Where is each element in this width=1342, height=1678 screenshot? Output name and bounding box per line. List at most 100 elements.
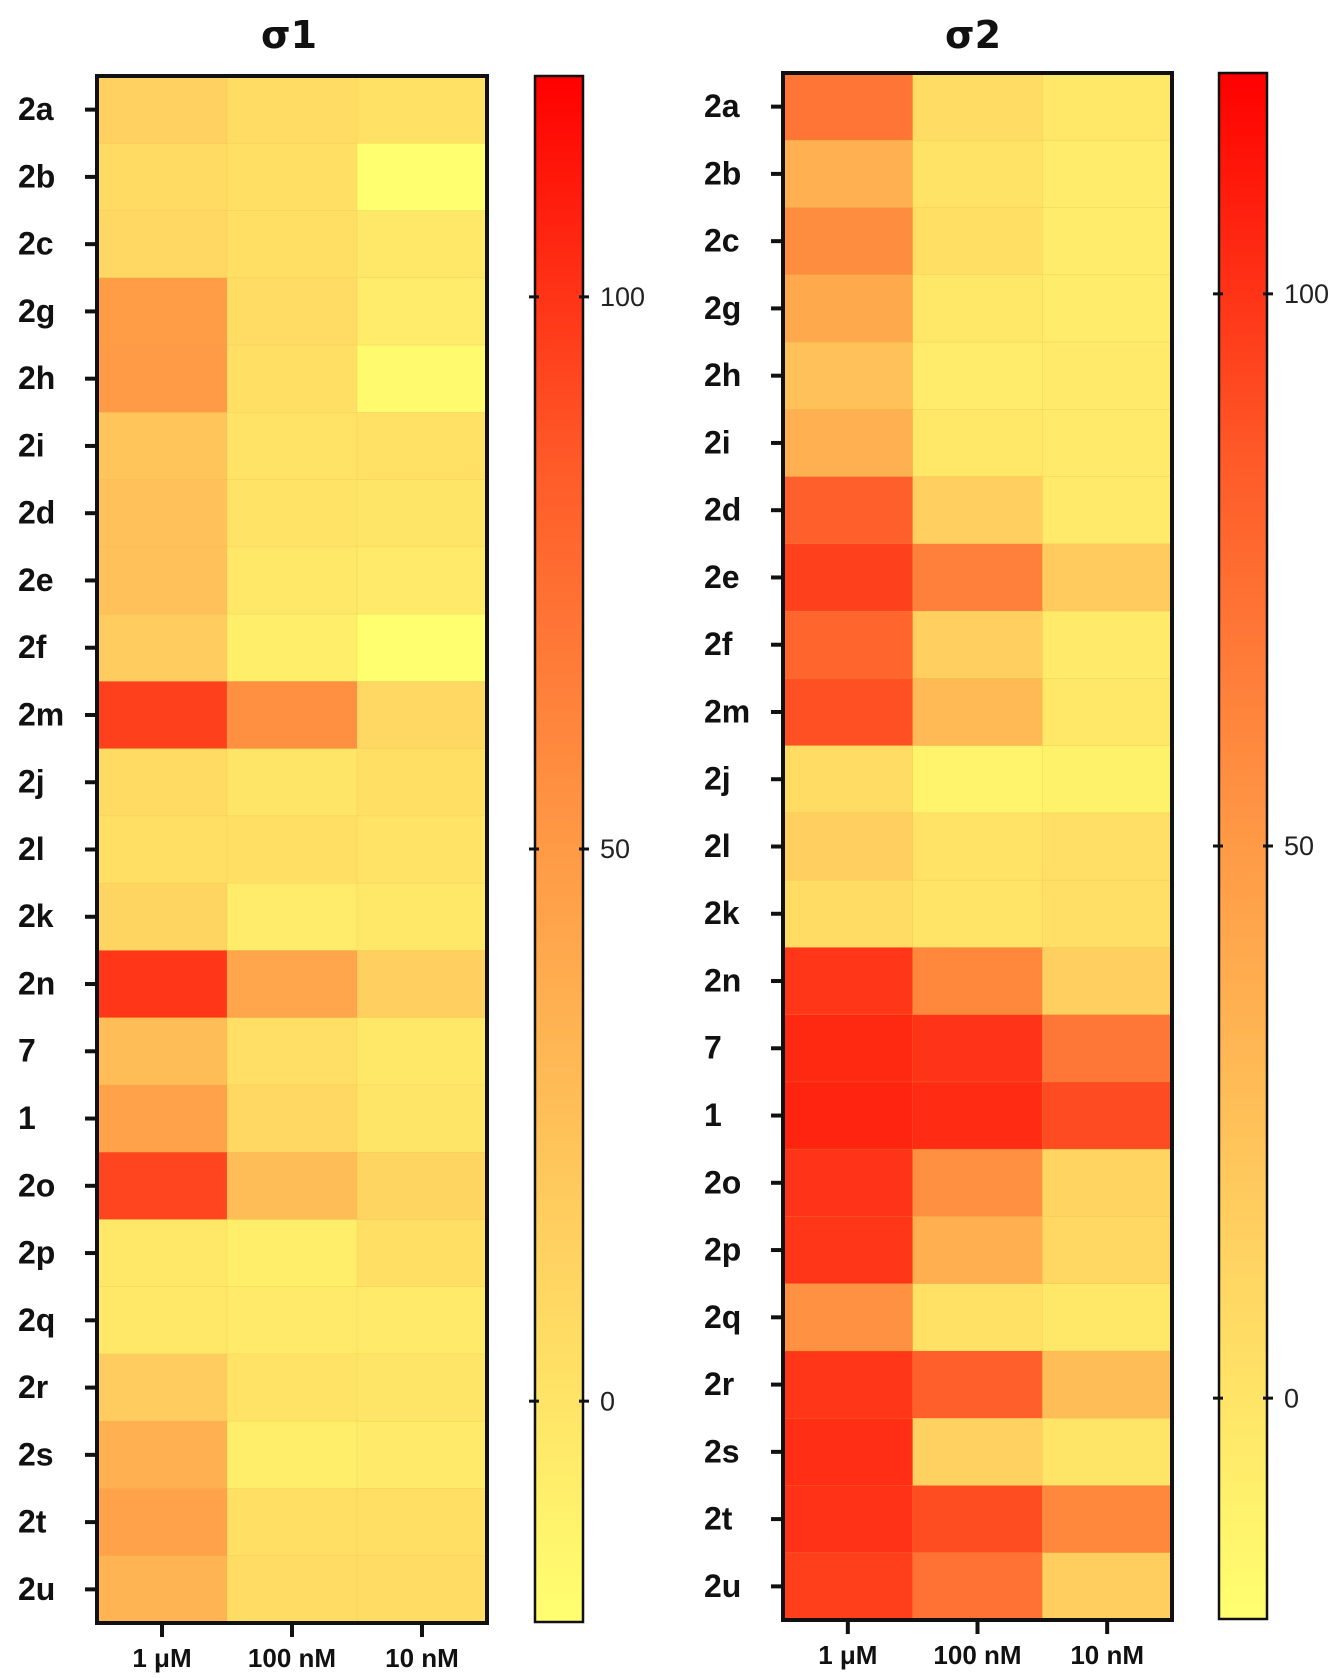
sigma2-cell-2q-1 xyxy=(782,1283,914,1352)
sigma1-cell-2l-2 xyxy=(226,815,358,884)
sigma1-cell-2f-1 xyxy=(96,613,228,683)
sigma1-cell-2i-1 xyxy=(96,412,228,481)
sigma2-cell-2t-3 xyxy=(1042,1485,1173,1554)
sigma1-cell-2g-2 xyxy=(226,277,358,346)
sigma1-cell-2k-1 xyxy=(96,882,228,952)
sigma1-row-label: 2l xyxy=(18,831,45,867)
sigma1-cell-2a-2 xyxy=(226,75,358,145)
sigma2-cell-2g-2 xyxy=(912,274,1044,343)
sigma2-cell-2o-3 xyxy=(1042,1148,1173,1218)
sigma2-cell-2s-2 xyxy=(912,1417,1044,1487)
sigma1-cell-2r-2 xyxy=(226,1353,358,1423)
sigma2-cell-1-1 xyxy=(782,1081,914,1150)
sigma2-row-label: 7 xyxy=(704,1030,722,1066)
sigma2-row-label: 2q xyxy=(704,1299,741,1335)
sigma2-cell-2j-2 xyxy=(912,745,1044,814)
sigma2-cell-2l-1 xyxy=(782,812,914,881)
sigma2-cell-1-2 xyxy=(912,1081,1044,1150)
sigma2-cell-2j-1 xyxy=(782,745,914,814)
sigma2-row-label: 2p xyxy=(704,1232,741,1268)
sigma2-cell-2g-3 xyxy=(1042,274,1173,343)
sigma2-cell-2i-1 xyxy=(782,409,914,478)
sigma1-cell-2i-3 xyxy=(356,412,488,481)
sigma1-cell-1-2 xyxy=(226,1084,358,1153)
sigma1-cell-2s-3 xyxy=(356,1420,488,1490)
sigma1-cell-2h-2 xyxy=(226,344,358,414)
sigma1-cell-2p-3 xyxy=(356,1219,488,1288)
sigma2-cell-2b-3 xyxy=(1042,139,1173,209)
sigma2-cell-2q-3 xyxy=(1042,1283,1173,1352)
sigma1-cell-2q-2 xyxy=(226,1286,358,1355)
sigma1-cell-2t-3 xyxy=(356,1488,488,1557)
sigma2-cell-2u-2 xyxy=(912,1552,1044,1621)
sigma1-cell-2e-3 xyxy=(356,546,488,615)
sigma1-cell-2f-2 xyxy=(226,613,358,683)
sigma2-cell-2p-2 xyxy=(912,1216,1044,1285)
sigma2-row-label: 2r xyxy=(704,1366,734,1402)
sigma1-cell-2i-2 xyxy=(226,412,358,481)
sigma2-cell-2n-1 xyxy=(782,947,914,1016)
sigma1-cell-2c-3 xyxy=(356,210,488,279)
sigma2-column-labels: 1 μM 100 nM 10 nM xyxy=(818,1622,1144,1670)
sigma2-cell-2h-3 xyxy=(1042,341,1173,411)
sigma2-cell-2e-2 xyxy=(912,543,1044,612)
sigma1-colorbar-tick-label: 50 xyxy=(600,834,630,864)
sigma2-panel: σ2 2a2b2c2g2h2i2d2e2f2m2j2l2k2n712o2p2q2… xyxy=(704,13,1329,1670)
sigma2-cell-2o-1 xyxy=(782,1148,914,1218)
sigma1-row-label: 2k xyxy=(18,898,54,934)
sigma1-row-label: 1 xyxy=(18,1100,36,1136)
sigma1-cell-2c-1 xyxy=(96,210,228,279)
sigma1-cell-2p-2 xyxy=(226,1219,358,1288)
sigma1-column-labels: 1 μM 100 nM 10 nM xyxy=(132,1625,459,1673)
sigma2-row-label: 2f xyxy=(704,626,733,662)
sigma2-cell-2l-2 xyxy=(912,812,1044,881)
sigma2-cell-7-1 xyxy=(782,1014,914,1083)
sigma1-row-label: 2o xyxy=(18,1167,55,1203)
sigma1-cell-2u-1 xyxy=(96,1555,228,1624)
sigma2-row-label: 2c xyxy=(704,223,740,259)
sigma2-heatmap-cells xyxy=(782,72,1173,1621)
sigma2-cell-2k-2 xyxy=(912,879,1044,949)
sigma1-cell-2o-3 xyxy=(356,1151,488,1221)
sigma2-colorbar-tick-label: 50 xyxy=(1284,831,1314,861)
sigma1-cell-2n-1 xyxy=(96,950,228,1019)
sigma2-cell-2b-2 xyxy=(912,139,1044,209)
sigma2-row-label: 2s xyxy=(704,1433,740,1469)
sigma1-cell-2t-2 xyxy=(226,1488,358,1557)
sigma1-cell-2d-2 xyxy=(226,479,358,548)
sigma2-cell-2g-1 xyxy=(782,274,914,343)
sigma2-row-label: 2t xyxy=(704,1501,733,1537)
sigma1-cell-2r-1 xyxy=(96,1353,228,1423)
sigma2-column-label: 1 μM xyxy=(818,1640,877,1670)
sigma1-cell-2u-3 xyxy=(356,1555,488,1624)
sigma1-row-label: 2c xyxy=(18,226,54,262)
sigma1-cell-2g-3 xyxy=(356,277,488,346)
sigma2-cell-2u-3 xyxy=(1042,1552,1173,1621)
sigma1-cell-1-3 xyxy=(356,1084,488,1153)
sigma2-cell-2q-2 xyxy=(912,1283,1044,1352)
sigma1-row-label: 2m xyxy=(18,696,64,732)
sigma2-cell-2d-3 xyxy=(1042,476,1173,545)
sigma1-row-label: 2g xyxy=(18,293,55,329)
sigma2-row-label: 2e xyxy=(704,559,740,595)
sigma1-row-label: 2h xyxy=(18,360,55,396)
sigma1-cell-7-2 xyxy=(226,1017,358,1086)
sigma2-cell-2c-3 xyxy=(1042,207,1173,276)
sigma1-cell-2l-1 xyxy=(96,815,228,884)
sigma1-cell-2e-2 xyxy=(226,546,358,615)
sigma1-cell-2b-2 xyxy=(226,142,358,212)
sigma2-row-label: 2b xyxy=(704,155,741,191)
sigma1-cell-2p-1 xyxy=(96,1219,228,1288)
sigma1-row-labels: 2a 2b 2c 2g 2h 2i 2d 2e 2f 2m 2j 2l 2k 2n 7 1 2o 2p 2q 2r 2s… xyxy=(18,91,95,1607)
sigma1-cell-2r-3 xyxy=(356,1353,488,1423)
sigma1-row-label: 2j xyxy=(18,764,45,800)
sigma1-colorbar-gradient xyxy=(533,74,585,1624)
sigma1-cell-2m-3 xyxy=(356,681,488,750)
sigma1-cell-2o-1 xyxy=(96,1151,228,1221)
sigma1-row-label: 2a xyxy=(18,91,54,127)
sigma1-cell-2q-3 xyxy=(356,1286,488,1355)
sigma2-cell-2h-2 xyxy=(912,341,1044,411)
sigma1-cell-2j-3 xyxy=(356,748,488,817)
sigma2-cell-2h-1 xyxy=(782,341,914,411)
